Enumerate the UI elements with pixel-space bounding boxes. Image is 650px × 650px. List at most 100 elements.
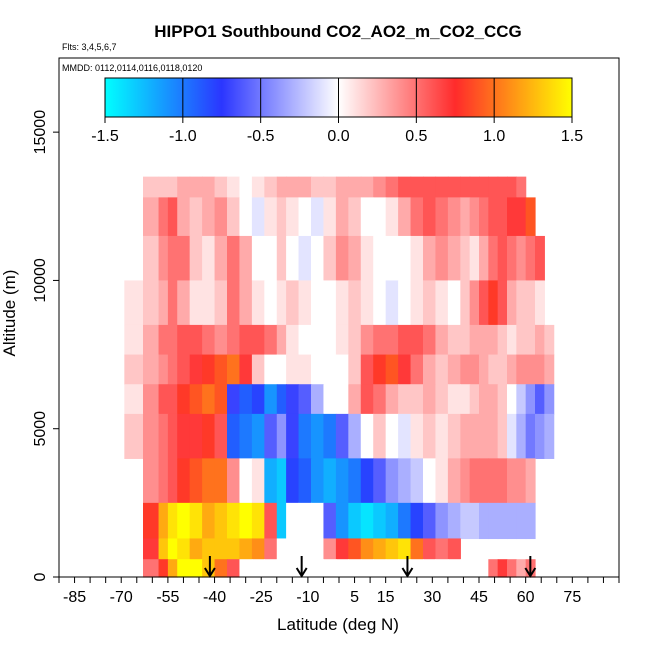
- heatmap-cell: [447, 458, 461, 504]
- heatmap-cell: [227, 413, 241, 459]
- heatmap-cell: [251, 384, 265, 415]
- heatmap-cell: [143, 413, 160, 459]
- heatmap-cell: [239, 538, 253, 560]
- heatmap-cell: [158, 502, 169, 540]
- heatmap-cell: [488, 559, 499, 578]
- heatmap-cell: [497, 176, 508, 198]
- heatmap-cell: [264, 176, 278, 198]
- heatmap-cell: [189, 280, 203, 326]
- heatmap-cell: [385, 559, 399, 578]
- heatmap-cell: [516, 502, 527, 540]
- heatmap-cell: [373, 235, 387, 282]
- heatmap-cell: [435, 235, 449, 282]
- heatmap-cell: [348, 197, 362, 237]
- heatmap-cell: [311, 413, 325, 459]
- heatmap-cell: [276, 384, 287, 415]
- heatmap-cell: [373, 280, 387, 326]
- heatmap-cell: [516, 280, 527, 326]
- heatmap-cell: [214, 384, 228, 415]
- heatmap-cell: [311, 176, 325, 198]
- arrow-head: [204, 567, 216, 578]
- heatmap-cell: [516, 235, 527, 282]
- heatmap-cell: [286, 413, 300, 459]
- heatmap-cell: [202, 235, 216, 282]
- heatmap-cell: [124, 384, 144, 415]
- heatmap-cell: [360, 559, 374, 578]
- colorbar-tick-label: -0.5: [247, 128, 275, 145]
- heatmap-cell: [335, 458, 349, 504]
- heatmap-cell: [311, 354, 325, 385]
- heatmap-cell: [507, 176, 517, 198]
- heatmap-cell: [177, 413, 191, 459]
- heatmap-cell: [189, 324, 203, 356]
- heatmap-cell: [335, 384, 349, 415]
- heatmap-cell: [286, 354, 300, 385]
- heatmap-cell: [507, 324, 517, 356]
- heatmap-cell: [189, 458, 203, 504]
- heatmap-cell: [435, 538, 449, 560]
- heatmap-cell: [251, 502, 265, 540]
- heatmap-cell: [239, 176, 253, 198]
- heatmap-cell: [479, 176, 489, 198]
- heatmap-cell: [335, 280, 349, 326]
- heatmap-cell: [239, 458, 253, 504]
- heatmap-cell: [202, 384, 216, 415]
- heatmap-cell: [167, 235, 178, 282]
- heatmap-cell: [177, 280, 191, 326]
- heatmap-cell: [373, 502, 387, 540]
- heatmap-cell: [525, 502, 536, 540]
- heatmap-cell: [348, 235, 362, 282]
- heatmap-cell: [447, 502, 461, 540]
- heatmap-cell: [360, 384, 374, 415]
- heatmap-cell: [264, 559, 278, 578]
- heatmap-cell: [410, 502, 424, 540]
- heatmap-cell: [497, 324, 508, 356]
- heatmap-cell: [202, 538, 216, 560]
- heatmap-cell: [323, 384, 337, 415]
- heatmap-cell: [535, 280, 545, 326]
- heatmap-cell: [469, 324, 480, 356]
- heatmap-cell: [479, 384, 489, 415]
- heatmap-cell: [323, 235, 337, 282]
- heatmap-cell: [214, 324, 228, 356]
- heatmap-cell: [479, 280, 489, 326]
- heatmap-cell: [398, 324, 412, 356]
- heatmap-cell: [435, 324, 449, 356]
- heatmap-cell: [251, 354, 265, 385]
- heatmap-cell: [435, 197, 449, 237]
- heatmap-cell: [124, 413, 144, 459]
- heatmap-cell: [202, 280, 216, 326]
- heatmap-cell: [460, 280, 471, 326]
- heatmap-cell: [544, 354, 555, 385]
- x-tick-label: 75: [563, 589, 581, 606]
- heatmap-cell: [447, 354, 461, 385]
- heatmap-cell: [516, 176, 527, 198]
- heatmap-cell: [264, 413, 278, 459]
- dates-label: MMDD: 0112,0114,0116,0118,0120: [62, 63, 202, 73]
- heatmap-cell: [177, 458, 191, 504]
- heatmap-cell: [460, 197, 471, 237]
- heatmap-cell: [264, 458, 278, 504]
- heatmap-cell: [385, 176, 399, 198]
- x-tick-label: -25: [250, 589, 273, 606]
- heatmap-cell: [227, 235, 241, 282]
- heatmap-cell: [360, 235, 374, 282]
- heatmap-cell: [348, 413, 362, 459]
- heatmap-cell: [544, 413, 555, 459]
- heatmap-cell: [177, 384, 191, 415]
- colorbar-tick-label: 0.5: [405, 128, 427, 145]
- heatmap-cell: [143, 176, 160, 198]
- heatmap-cell: [158, 538, 169, 560]
- heatmap-cell: [167, 458, 178, 504]
- heatmap-cell: [264, 235, 278, 282]
- heatmap-cell: [286, 197, 300, 237]
- heatmap-cell: [423, 324, 437, 356]
- heatmap-cell: [507, 354, 517, 385]
- x-tick-label: -70: [110, 589, 133, 606]
- heatmap-cell: [385, 280, 399, 326]
- heatmap-cell: [479, 458, 489, 504]
- heatmap-cell: [507, 280, 517, 326]
- heatmap-cell: [286, 538, 300, 560]
- heatmap-cell: [525, 384, 536, 415]
- heatmap-cell: [311, 458, 325, 504]
